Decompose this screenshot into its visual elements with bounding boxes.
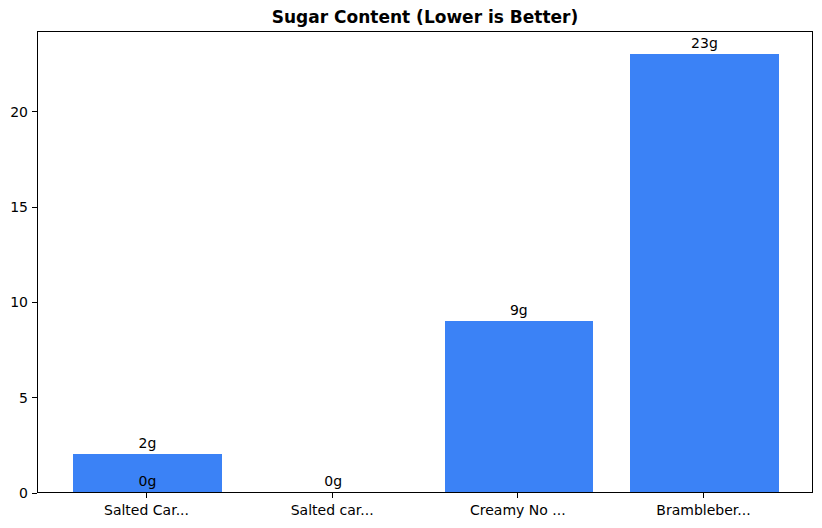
y-tick-mark (32, 397, 37, 398)
y-tick-mark (32, 493, 37, 494)
bar-value-label: 23g (644, 35, 764, 51)
y-tick-label: 20 (0, 103, 28, 121)
bar-value-label: 2g (88, 435, 208, 451)
bar-value-label: 0g (273, 473, 393, 489)
bar-value-label: 9g (459, 302, 579, 318)
x-tick-mark (146, 493, 147, 498)
x-axis-category-label: Brambleber... (613, 502, 793, 519)
x-tick-mark (703, 493, 704, 498)
plot-area: 2g 0g 0g 9g 23g (37, 31, 813, 493)
x-axis-category-label: Salted car... (242, 502, 422, 519)
y-tick-mark (32, 302, 37, 303)
y-tick-mark (32, 207, 37, 208)
x-tick-mark (517, 493, 518, 498)
y-tick-mark (32, 111, 37, 112)
x-tick-mark (332, 493, 333, 498)
bar-2 (445, 321, 594, 492)
x-axis-category-label: Salted Car... (57, 502, 237, 519)
y-tick-label: 15 (0, 198, 28, 216)
y-tick-label: 0 (0, 484, 28, 502)
bar-3 (630, 54, 779, 492)
x-axis-category-label: Creamy No ... (428, 502, 608, 519)
bar-value-label: 0g (88, 473, 208, 489)
chart-title: Sugar Content (Lower is Better) (37, 7, 813, 27)
y-tick-label: 5 (0, 389, 28, 407)
bar-chart-figure: Sugar Content (Lower is Better) 2g 0g 0g 9g… (0, 0, 822, 528)
y-tick-label: 10 (0, 293, 28, 311)
